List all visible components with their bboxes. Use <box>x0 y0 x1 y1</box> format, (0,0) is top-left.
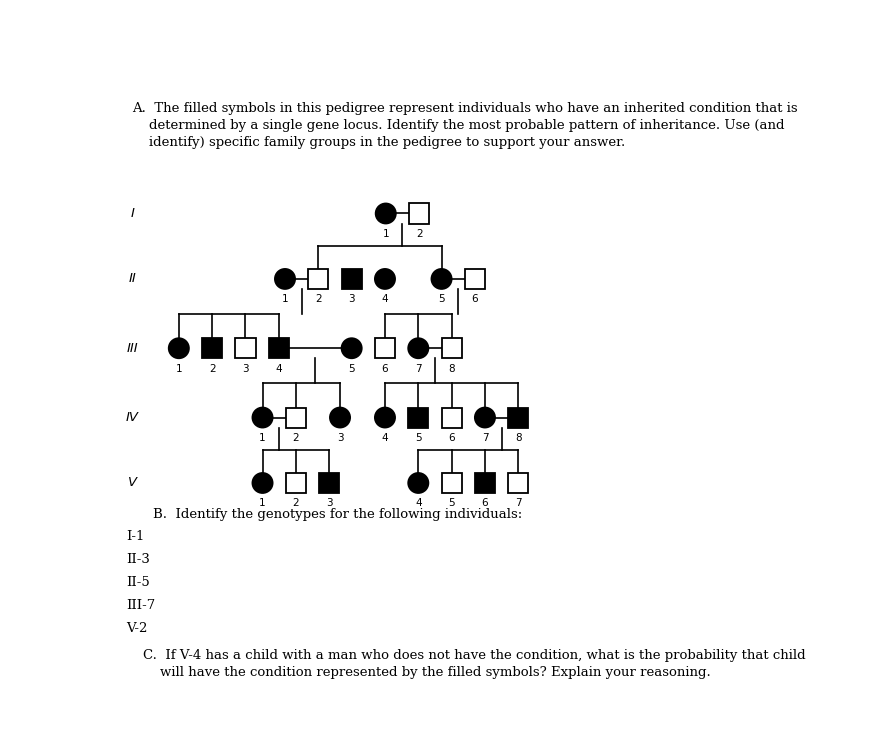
Text: 2: 2 <box>293 498 299 508</box>
Circle shape <box>475 407 495 427</box>
Text: determined by a single gene locus. Identify the most probable pattern of inherit: determined by a single gene locus. Ident… <box>133 119 785 132</box>
Text: 2: 2 <box>209 363 215 374</box>
Text: 3: 3 <box>242 363 249 374</box>
Text: 7: 7 <box>481 433 489 443</box>
Circle shape <box>375 204 396 224</box>
Text: II: II <box>128 272 136 286</box>
Text: 8: 8 <box>449 363 455 374</box>
Circle shape <box>375 407 395 427</box>
Text: 7: 7 <box>415 363 421 374</box>
Bar <box>442 338 462 358</box>
Text: 3: 3 <box>336 433 343 443</box>
Bar <box>235 338 256 358</box>
Text: 2: 2 <box>293 433 299 443</box>
Circle shape <box>432 269 451 289</box>
Text: III-7: III-7 <box>127 599 156 612</box>
Bar <box>465 269 485 289</box>
Text: 1: 1 <box>382 229 389 239</box>
Bar <box>308 269 328 289</box>
Text: 1: 1 <box>175 363 182 374</box>
Text: 5: 5 <box>349 363 355 374</box>
Bar <box>319 473 339 493</box>
Text: 1: 1 <box>281 295 289 304</box>
Text: 4: 4 <box>275 363 282 374</box>
Text: 6: 6 <box>449 433 455 443</box>
Text: 7: 7 <box>515 498 521 508</box>
Text: 5: 5 <box>415 433 421 443</box>
Text: 1: 1 <box>259 433 266 443</box>
Circle shape <box>252 473 273 493</box>
Text: 2: 2 <box>315 295 321 304</box>
Bar <box>442 407 462 427</box>
Text: V: V <box>127 477 137 489</box>
Text: 4: 4 <box>415 498 421 508</box>
Text: I-1: I-1 <box>127 530 144 543</box>
Text: 6: 6 <box>481 498 489 508</box>
Text: V-2: V-2 <box>127 622 148 636</box>
Text: A.  The filled symbols in this pedigree represent individuals who have an inheri: A. The filled symbols in this pedigree r… <box>133 102 798 115</box>
Bar <box>475 473 495 493</box>
Text: B.  Identify the genotypes for the following individuals:: B. Identify the genotypes for the follow… <box>153 509 522 521</box>
Text: C.  If V-4 has a child with a man who does not have the condition, what is the p: C. If V-4 has a child with a man who doe… <box>127 649 805 662</box>
Text: 5: 5 <box>449 498 455 508</box>
Circle shape <box>408 338 428 358</box>
Circle shape <box>275 269 295 289</box>
Text: 3: 3 <box>326 498 333 508</box>
Text: 3: 3 <box>349 295 355 304</box>
Bar <box>342 269 362 289</box>
Circle shape <box>342 338 362 358</box>
Bar <box>409 204 429 224</box>
Text: II-3: II-3 <box>127 553 150 566</box>
Text: 5: 5 <box>438 295 445 304</box>
Bar <box>508 473 528 493</box>
Circle shape <box>169 338 189 358</box>
Text: 4: 4 <box>381 433 389 443</box>
Text: 1: 1 <box>259 498 266 508</box>
Text: 4: 4 <box>381 295 389 304</box>
Circle shape <box>252 407 273 427</box>
Bar <box>375 338 395 358</box>
Bar <box>442 473 462 493</box>
Text: will have the condition represented by the filled symbols? Explain your reasonin: will have the condition represented by t… <box>127 666 711 680</box>
Bar <box>408 407 428 427</box>
Text: 8: 8 <box>515 433 521 443</box>
Circle shape <box>408 473 428 493</box>
Bar <box>286 407 306 427</box>
Text: 2: 2 <box>416 229 422 239</box>
Bar <box>202 338 222 358</box>
Text: IV: IV <box>126 411 139 424</box>
Bar <box>269 338 289 358</box>
Text: 6: 6 <box>381 363 389 374</box>
Text: 6: 6 <box>472 295 478 304</box>
Text: I: I <box>130 207 135 220</box>
Text: III: III <box>127 342 138 355</box>
Bar <box>286 473 306 493</box>
Circle shape <box>375 269 395 289</box>
Text: identify) specific family groups in the pedigree to support your answer.: identify) specific family groups in the … <box>133 136 626 148</box>
Bar <box>508 407 528 427</box>
Text: II-5: II-5 <box>127 576 150 589</box>
Circle shape <box>330 407 350 427</box>
